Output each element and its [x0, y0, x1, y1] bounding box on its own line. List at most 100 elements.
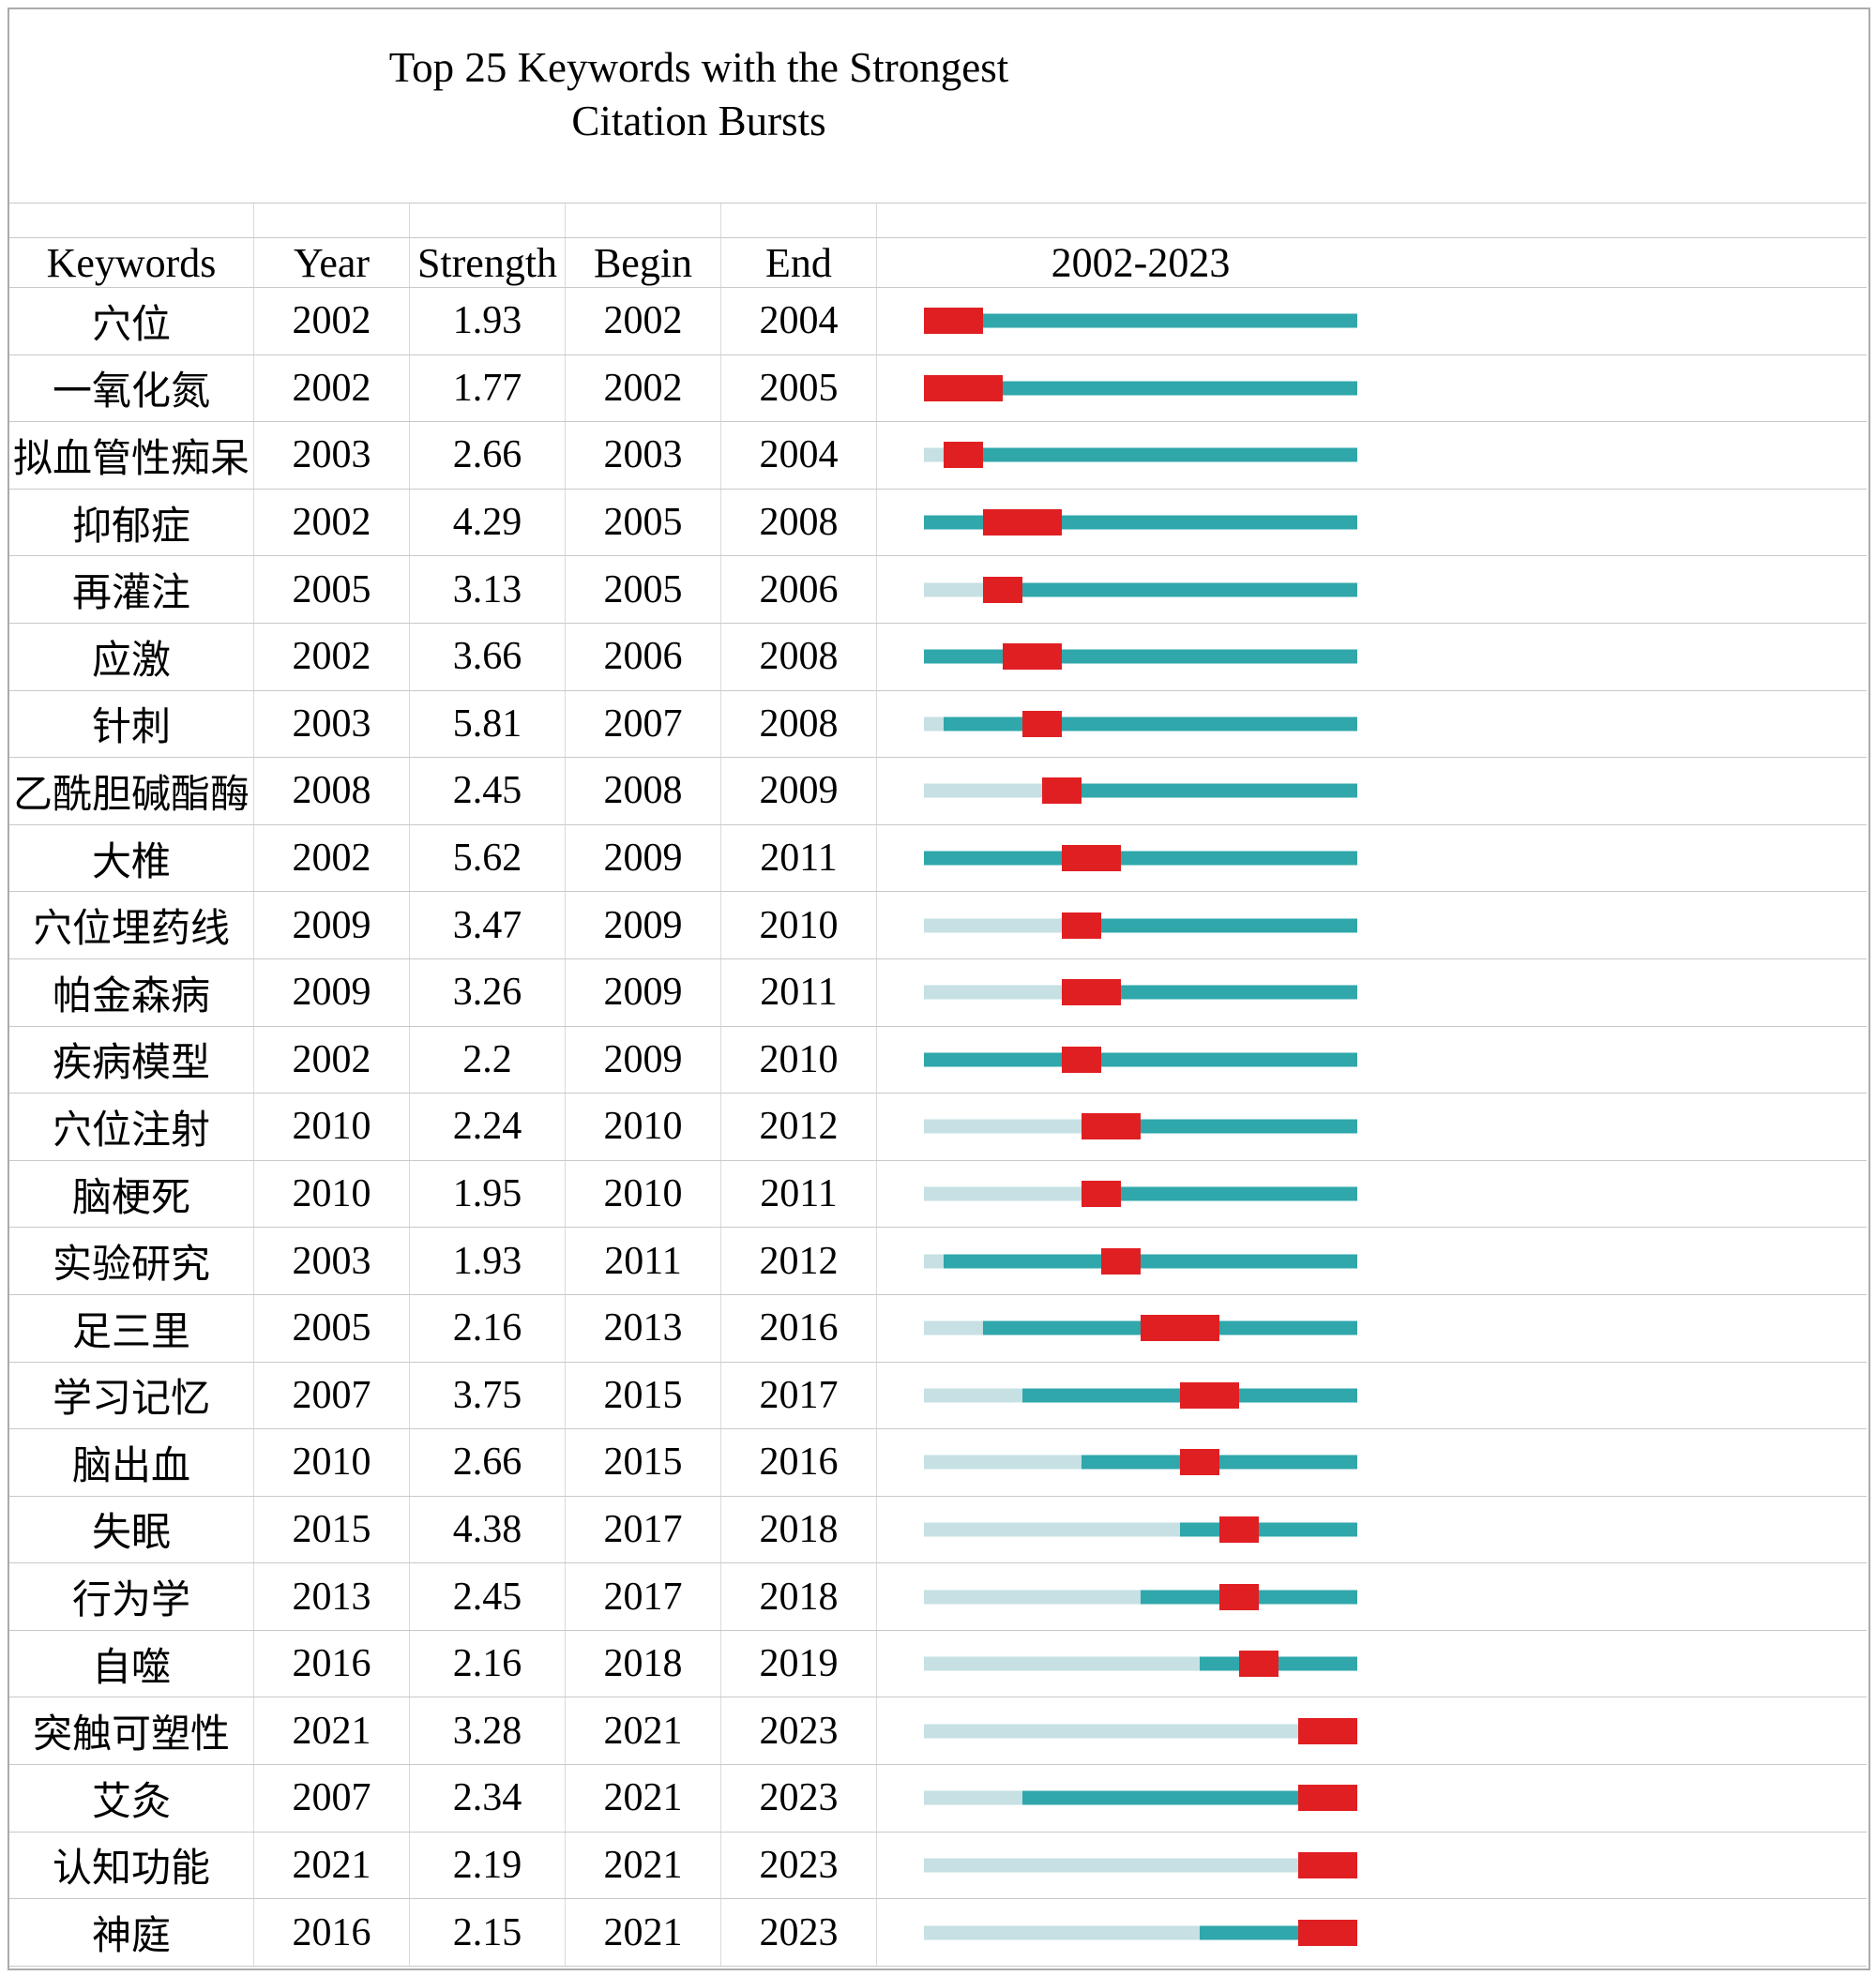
year-cell: 2009	[254, 958, 410, 1026]
end-cell: 2023	[721, 1697, 877, 1765]
timeline-cell	[877, 1161, 1867, 1228]
timeline-cell	[877, 1027, 1867, 1094]
year-cell: 2003	[254, 422, 410, 489]
figure-title-line-2: Citation Bursts	[571, 98, 826, 144]
timeline-active-segment	[924, 313, 1357, 328]
timeline-active-segment	[944, 447, 1357, 462]
table-row: 应激 2002 3.66 2006 2008	[9, 623, 1867, 691]
table-row: 神庭 2016 2.15 2021 2023	[9, 1899, 1867, 1967]
end-cell: 2016	[721, 1429, 877, 1496]
begin-cell: 2021	[566, 1697, 721, 1765]
begin-cell: 2010	[566, 1160, 721, 1228]
strength-cell: 3.66	[410, 623, 566, 690]
begin-cell: 2017	[566, 1563, 721, 1630]
burst-segment	[983, 576, 1022, 603]
begin-cell: 2021	[566, 1899, 721, 1966]
strength-cell: 2.45	[410, 758, 566, 824]
timeline-pre-segment	[924, 783, 1042, 798]
begin-cell: 2017	[566, 1496, 721, 1563]
end-cell: 2016	[721, 1294, 877, 1362]
keyword-cell: 穴位	[9, 288, 254, 354]
begin-cell: 2009	[566, 958, 721, 1026]
keyword-cell: 实验研究	[9, 1228, 254, 1294]
burst-segment	[1180, 1381, 1239, 1409]
timeline-active-segment	[1062, 985, 1357, 1000]
timeline-cell	[877, 422, 1867, 489]
end-cell: 2004	[721, 422, 877, 489]
spacer-cell	[877, 204, 1867, 237]
timeline-active-segment	[1082, 1186, 1357, 1201]
burst-segment	[1082, 1113, 1141, 1140]
timeline-cell	[877, 1228, 1867, 1294]
year-cell: 2021	[254, 1697, 410, 1765]
timeline-pre-segment	[924, 985, 1062, 1000]
end-cell: 2012	[721, 1228, 877, 1294]
timeline-active-segment	[1042, 783, 1357, 798]
column-header-timeline: 2002-2023	[877, 238, 1867, 287]
keyword-cell: 大椎	[9, 824, 254, 892]
timeline-cell	[877, 1094, 1867, 1160]
timeline-pre-segment	[924, 1724, 1298, 1739]
timeline-cell	[877, 1363, 1867, 1429]
year-cell: 2003	[254, 690, 410, 758]
timeline-cell	[877, 624, 1867, 690]
burst-segment	[1219, 1516, 1259, 1543]
spacer-cell	[566, 204, 721, 237]
timeline-pre-segment	[924, 1590, 1141, 1605]
year-cell: 2016	[254, 1899, 410, 1966]
table-row: 艾灸 2007 2.34 2021 2023	[9, 1765, 1867, 1833]
begin-cell: 2009	[566, 824, 721, 892]
begin-cell: 2005	[566, 556, 721, 623]
timeline-cell	[877, 355, 1867, 422]
table-row: 拟血管性痴呆 2003 2.66 2003 2004	[9, 422, 1867, 490]
burst-segment	[1298, 1851, 1357, 1878]
keyword-cell: 神庭	[9, 1899, 254, 1966]
timeline-active-segment	[944, 716, 1357, 732]
keyword-cell: 失眠	[9, 1496, 254, 1563]
year-cell: 2016	[254, 1630, 410, 1697]
strength-cell: 2.34	[410, 1765, 566, 1832]
column-header-begin: Begin	[566, 238, 721, 287]
end-cell: 2005	[721, 354, 877, 422]
column-header-keywords: Keywords	[9, 238, 254, 287]
table-row: 抑郁症 2002 4.29 2005 2008	[9, 489, 1867, 557]
timeline-cell	[877, 490, 1867, 556]
strength-cell: 4.38	[410, 1496, 566, 1563]
table-row: 突触可塑性 2021 3.28 2021 2023	[9, 1697, 1867, 1766]
strength-cell: 5.81	[410, 690, 566, 758]
strength-cell: 2.16	[410, 1630, 566, 1697]
burst-segment	[924, 374, 1003, 401]
year-cell: 2009	[254, 892, 410, 958]
year-cell: 2008	[254, 758, 410, 824]
timeline-active-segment	[1062, 918, 1357, 933]
year-cell: 2010	[254, 1160, 410, 1228]
year-cell: 2005	[254, 556, 410, 623]
end-cell: 2008	[721, 489, 877, 556]
keyword-cell: 帕金森病	[9, 958, 254, 1026]
timeline-active-segment	[1022, 1790, 1357, 1805]
burst-segment	[1298, 1785, 1357, 1812]
timeline-cell	[877, 959, 1867, 1026]
timeline-active-segment	[1082, 1119, 1357, 1134]
burst-segment	[1082, 1181, 1121, 1208]
end-cell: 2017	[721, 1362, 877, 1429]
year-cell: 2002	[254, 824, 410, 892]
begin-cell: 2021	[566, 1832, 721, 1899]
table-row: 大椎 2002 5.62 2009 2011	[9, 824, 1867, 893]
begin-cell: 2002	[566, 354, 721, 422]
table-row: 脑梗死 2010 1.95 2010 2011	[9, 1160, 1867, 1229]
timeline-active-segment	[924, 851, 1357, 866]
end-cell: 2019	[721, 1630, 877, 1697]
table-header-row: Keywords Year Strength Begin End 2002-20…	[9, 238, 1867, 288]
year-cell: 2013	[254, 1563, 410, 1630]
year-cell: 2021	[254, 1832, 410, 1899]
strength-cell: 2.16	[410, 1294, 566, 1362]
timeline-pre-segment	[924, 1656, 1200, 1671]
timeline-cell	[877, 691, 1867, 758]
table-row: 再灌注 2005 3.13 2005 2006	[9, 556, 1867, 624]
begin-cell: 2005	[566, 489, 721, 556]
timeline-pre-segment	[924, 1186, 1082, 1201]
begin-cell: 2003	[566, 422, 721, 489]
timeline-active-segment	[1180, 1522, 1357, 1537]
strength-cell: 3.75	[410, 1362, 566, 1429]
